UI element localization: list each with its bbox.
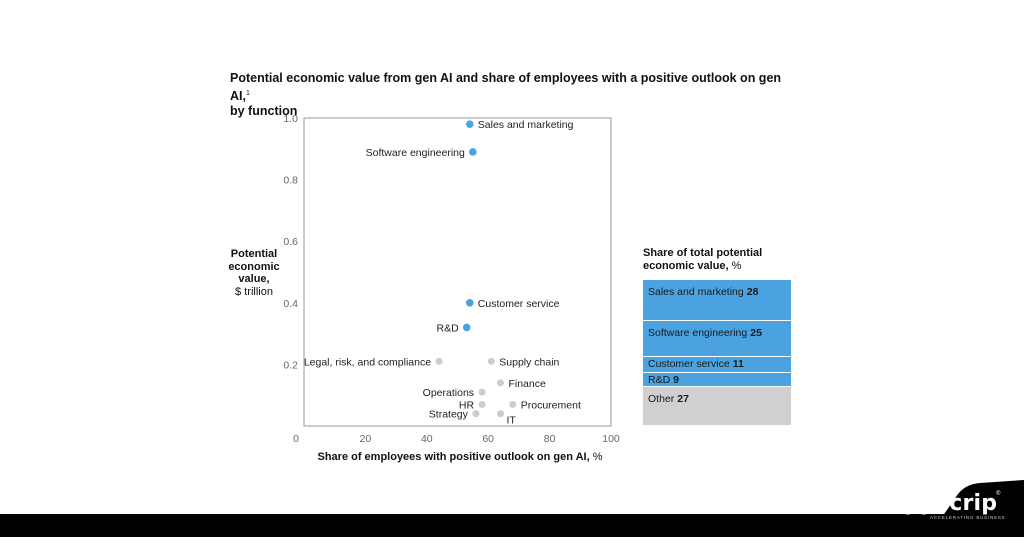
y-tick-label: 1.0 xyxy=(283,113,298,125)
data-point xyxy=(496,379,504,387)
data-point xyxy=(478,388,486,396)
data-point-label: Sales and marketing xyxy=(478,119,574,131)
x-axis-label-bold: Share of employees with positive outlook… xyxy=(317,451,590,463)
footer-shape xyxy=(940,480,1024,520)
x-tick-label: 80 xyxy=(544,433,556,445)
data-point-label: Customer service xyxy=(478,298,560,310)
share-panel-title-bold: Share of total potential economic value, xyxy=(643,247,763,272)
data-point-label: IT xyxy=(506,415,516,427)
data-point xyxy=(465,120,474,128)
data-point-label: Operations xyxy=(423,387,474,399)
share-segment-label: R&D xyxy=(648,374,671,387)
share-segment-value: 28 xyxy=(746,286,759,298)
data-point-label: Procurement xyxy=(521,399,581,411)
y-axis-label-bold: Potential economic value, xyxy=(228,248,280,285)
chart-title-line2: by function xyxy=(230,104,298,119)
data-point xyxy=(487,357,495,365)
share-segment: Software engineering 25 xyxy=(643,320,791,358)
data-point xyxy=(472,410,480,418)
share-segment-value: 27 xyxy=(677,392,689,405)
y-tick-label: 0.8 xyxy=(283,175,298,187)
data-point-label: Legal, risk, and compliance xyxy=(304,356,431,368)
chart-title: Potential economic value from gen AI and… xyxy=(230,71,790,119)
y-tick-label: 0.6 xyxy=(283,236,298,248)
footer-bar xyxy=(0,514,1024,537)
share-stacked-bar: Sales and marketing 28 Software engineerin… xyxy=(643,280,791,426)
share-segment-label: Other xyxy=(648,392,675,405)
plot-frame xyxy=(303,117,612,427)
data-point xyxy=(478,400,486,408)
data-point xyxy=(462,323,471,332)
share-segment-value: 11 xyxy=(732,358,744,371)
y-axis-label-unit: $ trillion xyxy=(235,285,273,298)
share-segment: Other 27 xyxy=(643,386,791,426)
data-point-label: Strategy xyxy=(429,409,469,421)
y-axis-label: Potential economic value, $ trillion xyxy=(214,248,294,298)
title-footnote: 1 xyxy=(245,90,250,97)
share-segment-label: Sales and marketing xyxy=(648,286,744,298)
y-tick-label: 0.2 xyxy=(283,359,298,371)
data-point xyxy=(509,400,517,408)
x-tick-label: 60 xyxy=(482,433,494,445)
data-point-label: HR xyxy=(459,399,475,411)
x-tick-label: 0 xyxy=(293,433,299,445)
appscrip-logo: appscrip xyxy=(889,491,998,516)
share-segment: R&D 9 xyxy=(643,373,791,387)
x-axis-label: Share of employees with positive outlook… xyxy=(300,451,620,463)
data-point-label: Supply chain xyxy=(499,356,559,368)
share-panel-title-unit: % xyxy=(731,260,742,272)
data-point xyxy=(469,148,477,156)
share-panel-title: Share of total potential economic value,… xyxy=(643,247,803,273)
logo-tagline: ACCELERATING BUSINESS xyxy=(930,515,1006,520)
share-segment-label: Customer service xyxy=(648,358,730,371)
share-segment-value: 9 xyxy=(673,374,680,387)
data-point xyxy=(496,410,504,418)
x-tick-label: 100 xyxy=(602,433,620,445)
share-segment-value: 25 xyxy=(750,326,762,339)
registered-mark: ® xyxy=(996,491,1001,497)
chart-title-line1: Potential economic value from gen AI and… xyxy=(230,71,782,104)
x-axis-label-unit: % xyxy=(592,451,603,463)
share-segment-label: Software engineering xyxy=(648,326,748,339)
y-tick-label: 0.4 xyxy=(283,298,298,310)
data-point-label: Finance xyxy=(508,378,546,390)
data-point xyxy=(435,357,443,365)
share-segment: Sales and marketing 28 xyxy=(643,280,791,321)
data-point-label: Software engineering xyxy=(366,147,465,159)
share-segment: Customer service 11 xyxy=(643,357,791,374)
data-point xyxy=(465,299,474,307)
x-tick-label: 20 xyxy=(360,433,372,445)
data-point-label: R&D xyxy=(437,322,460,334)
x-tick-label: 40 xyxy=(421,433,433,445)
